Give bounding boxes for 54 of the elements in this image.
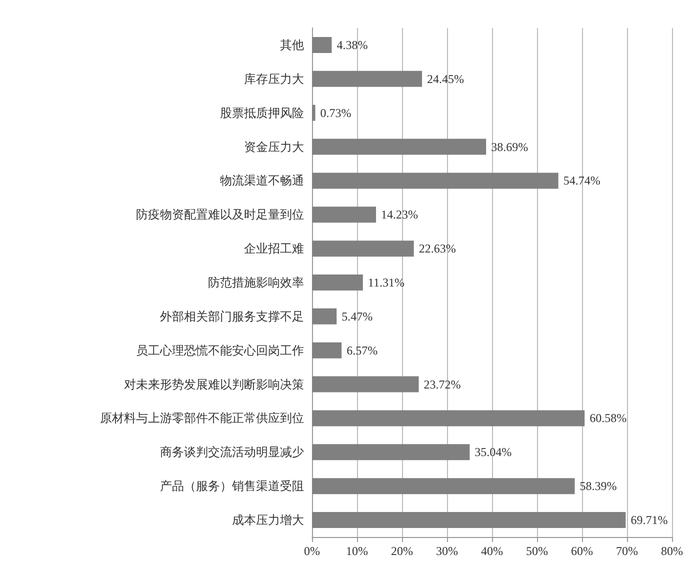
bar: [312, 206, 376, 223]
data-label: 58.39%: [580, 479, 617, 494]
bar: [312, 104, 316, 121]
y-tick-label: 物流渠道不畅通: [220, 174, 304, 188]
y-tick-label: 企业招工难: [244, 242, 304, 256]
data-label: 22.63%: [418, 242, 456, 256]
bar: [312, 410, 585, 426]
y-tick-label: 库存压力大: [244, 72, 304, 86]
bar: [312, 512, 626, 528]
data-label: 4.38%: [336, 38, 368, 52]
data-label: 38.69%: [491, 140, 528, 154]
bar: [312, 36, 332, 53]
bar: [312, 240, 414, 257]
data-label: 69.71%: [630, 513, 668, 528]
data-label: 14.23%: [381, 208, 418, 222]
x-tick-label: 50%: [526, 544, 548, 558]
y-tick-label: 员工心理恐慌不能安心回岗工作: [136, 343, 304, 358]
bar: [312, 478, 575, 494]
bar: [312, 172, 558, 189]
data-label: 5.47%: [342, 309, 373, 324]
bar: [312, 138, 486, 155]
x-tick-label: 10%: [346, 544, 368, 558]
y-tick-label: 外部相关部门服务支撑不足: [160, 309, 304, 324]
y-tick-label: 股票抵质押风险: [220, 106, 304, 120]
bar: [312, 274, 363, 290]
y-tick-label: 对未来形势发展难以判断影响决策: [124, 377, 304, 392]
data-label: 6.57%: [346, 343, 378, 358]
x-tick-label: 40%: [481, 544, 503, 558]
y-tick-label: 商务谈判交流活动明显减少: [160, 445, 304, 460]
x-tick-label: 80%: [661, 544, 683, 558]
y-tick-label: 成本压力增大: [232, 513, 304, 528]
data-label: 24.45%: [427, 72, 464, 86]
data-label: 23.72%: [424, 377, 461, 392]
y-tick-label: 防范措施影响效率: [208, 276, 304, 290]
data-label: 0.73%: [320, 106, 352, 120]
x-tick-label: 70%: [616, 544, 638, 558]
data-label: 60.58%: [590, 411, 627, 426]
data-label: 54.74%: [563, 174, 600, 188]
bar: [312, 376, 419, 392]
x-tick-label: 60%: [571, 544, 593, 558]
y-tick-label: 资金压力大: [244, 140, 304, 154]
y-tick-label: 原材料与上游零部件不能正常供应到位: [100, 411, 304, 426]
x-tick-label: 20%: [391, 544, 413, 558]
y-tick-label: 其他: [280, 38, 304, 52]
data-label: 11.31%: [368, 276, 404, 290]
y-tick-label: 防疫物资配置难以及时足量到位: [136, 208, 304, 222]
x-tick-label: 30%: [436, 544, 458, 558]
y-tick-label: 产品（服务）销售渠道受阻: [160, 479, 304, 494]
bar: [312, 342, 342, 358]
bar: [312, 70, 422, 87]
bar: [312, 308, 337, 324]
data-label: 35.04%: [474, 445, 512, 460]
bar: [312, 444, 470, 460]
x-tick-label: 0%: [304, 544, 320, 558]
